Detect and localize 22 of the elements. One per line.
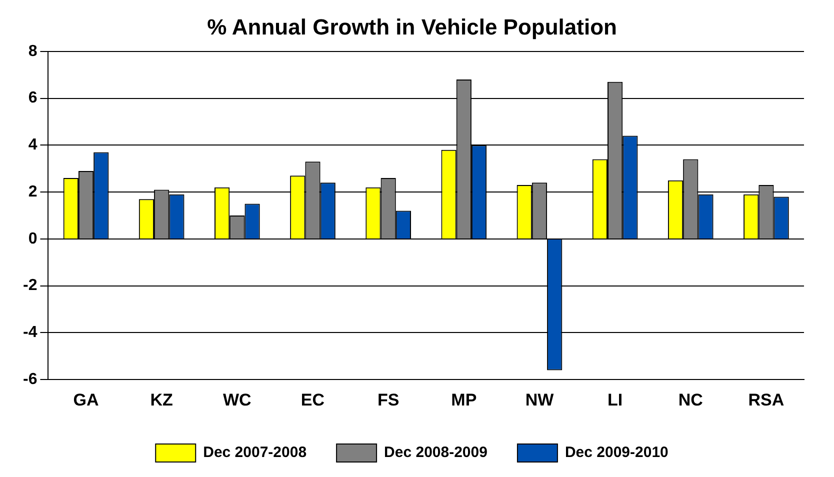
x-tick-label: NW <box>525 390 555 410</box>
x-tick-label: RSA <box>748 390 784 410</box>
y-tick-label: 2 <box>28 183 38 200</box>
x-tick-label: LI <box>608 390 623 410</box>
y-tick-label: 8 <box>28 42 38 60</box>
x-tick-label: MP <box>451 390 477 410</box>
y-tick-label: 4 <box>28 136 38 154</box>
x-tick-label: WC <box>223 390 252 410</box>
y-tick-label: -4 <box>22 324 38 342</box>
x-tick-label: KZ <box>150 390 173 410</box>
y-tick-label: 0 <box>28 230 38 248</box>
legend-label: Dec 2007-2008 <box>203 444 307 462</box>
y-tick-label: -6 <box>22 371 38 388</box>
x-tick-label: GA <box>73 390 99 410</box>
y-tick-label: -2 <box>22 277 38 294</box>
x-tick-label: NC <box>678 390 703 410</box>
x-tick-label: FS <box>377 390 400 410</box>
y-tick-label: 6 <box>28 90 38 107</box>
chart-title: % Annual Growth in Vehicle Population <box>207 14 617 40</box>
x-tick-label: EC <box>300 390 325 410</box>
legend-label: Dec 2009-2010 <box>564 444 668 462</box>
legend-label: Dec 2008-2009 <box>384 444 488 462</box>
